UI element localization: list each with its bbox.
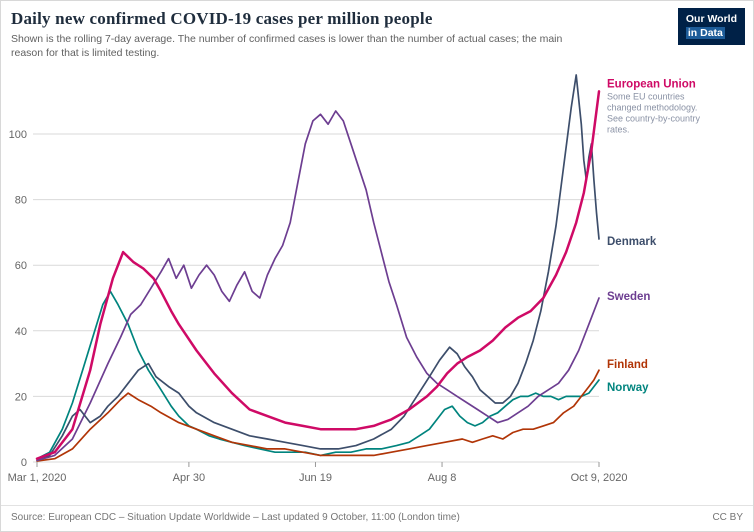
series-annotation-line-3: See country-by-country bbox=[607, 114, 701, 124]
x-tick-label-apr-30: Apr 30 bbox=[173, 472, 205, 484]
x-tick-label-oct-9-2020: Oct 9, 2020 bbox=[571, 472, 628, 484]
series-line-finland[interactable] bbox=[36, 369, 600, 463]
x-tick-label-aug-8: Aug 8 bbox=[428, 472, 457, 484]
y-tick-label-100: 100 bbox=[9, 129, 27, 141]
source-note: Source: European CDC – Situation Update … bbox=[11, 512, 460, 523]
series-annotation-line-1: Some EU countries bbox=[607, 92, 685, 102]
owid-logo[interactable]: Our World in Data bbox=[677, 8, 745, 46]
y-tick-label-0: 0 bbox=[21, 457, 27, 469]
chart-subtitle: Shown is the rolling 7-day average. The … bbox=[11, 33, 563, 60]
series-line-norway[interactable] bbox=[36, 290, 600, 460]
series-annotation-line-2: changed methodology. bbox=[607, 103, 697, 113]
series-label-finland[interactable]: Finland bbox=[607, 360, 648, 372]
series-annotation-line-4: rates. bbox=[607, 125, 630, 135]
y-tick-label-20: 20 bbox=[15, 392, 27, 404]
chart-footer: Source: European CDC – Situation Update … bbox=[1, 505, 753, 531]
y-tick-label-80: 80 bbox=[15, 195, 27, 207]
series-label-denmark[interactable]: Denmark bbox=[607, 236, 657, 248]
owid-logo-line1: Our World bbox=[685, 13, 737, 25]
series-label-norway[interactable]: Norway bbox=[607, 382, 649, 394]
license-link[interactable]: CC BY bbox=[712, 512, 743, 523]
y-tick-label-60: 60 bbox=[15, 261, 27, 273]
series-label-sweden[interactable]: Sweden bbox=[607, 291, 650, 303]
series-line-denmark[interactable] bbox=[36, 74, 600, 460]
x-tick-label-mar-1-2020: Mar 1, 2020 bbox=[8, 472, 67, 484]
chart-header: Daily new confirmed COVID-19 cases per m… bbox=[1, 1, 753, 60]
page-title: Daily new confirmed COVID-19 cases per m… bbox=[11, 9, 433, 28]
x-tick-label-jun-19: Jun 19 bbox=[299, 472, 332, 484]
y-tick-label-40: 40 bbox=[15, 326, 27, 338]
series-label-european-union[interactable]: European Union bbox=[607, 79, 696, 91]
line-chart: 0 20 40 60 80 100 Mar 1, 2020 Apr 30 Jun 19 Aug 8… bbox=[8, 74, 701, 484]
series-line-european-union[interactable] bbox=[35, 90, 601, 461]
owid-logo-line2: in Data bbox=[685, 26, 725, 39]
series-line-sweden[interactable] bbox=[36, 110, 600, 462]
